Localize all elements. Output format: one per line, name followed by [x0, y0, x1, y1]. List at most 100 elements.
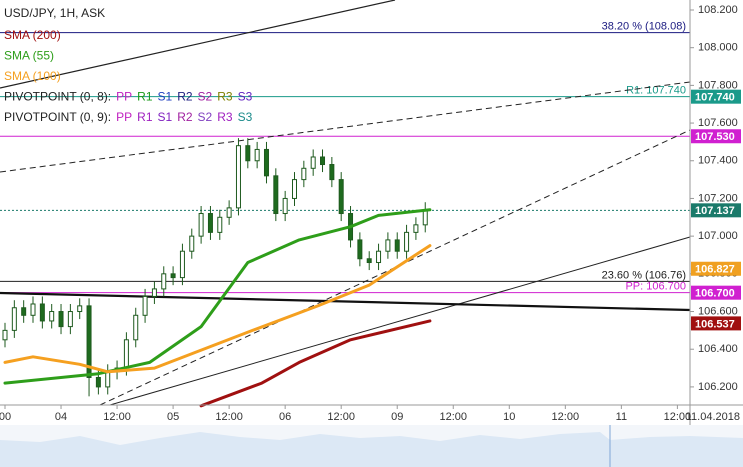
candle-body — [301, 167, 307, 181]
navigator-area — [0, 432, 743, 467]
pivot-legend-item: PP — [116, 110, 132, 124]
candle-body — [235, 145, 241, 209]
candle-body — [254, 148, 260, 162]
candle-body — [366, 258, 372, 264]
x-tick-label: 12:00 — [439, 411, 467, 423]
price-label: 106.700 — [695, 288, 735, 300]
candle-body — [123, 339, 129, 369]
y-tick-label: 106.200 — [698, 381, 738, 393]
pivot-legend: PIVOTPOINT (0, 8): PP R1 S1 R2 S2 R3 S3 — [4, 90, 253, 104]
candle-body — [170, 273, 176, 279]
chart-title: USD/JPY, 1H, ASK — [4, 6, 105, 20]
candle-body — [245, 145, 251, 162]
candle-body — [11, 307, 17, 331]
y-tick-label: 108.000 — [698, 42, 738, 54]
sma-line — [3, 244, 432, 374]
y-tick-label: 106.400 — [698, 343, 738, 355]
candle-body — [404, 231, 410, 252]
trendline — [0, 0, 396, 89]
candle-body — [320, 156, 326, 166]
y-tick-label: 107.000 — [698, 230, 738, 242]
candle-body — [226, 207, 232, 218]
candle-body — [357, 239, 363, 260]
pivot-legend-item: R3 — [217, 110, 233, 124]
pivot-legend-item: S2 — [198, 110, 213, 124]
pivot-legend-item: S1 — [158, 110, 173, 124]
price-label-box — [691, 129, 741, 144]
y-tick-label: 106.600 — [698, 305, 738, 317]
y-tick-label: 107.200 — [698, 192, 738, 204]
trendline — [109, 236, 691, 406]
x-tick-label: 04 — [55, 411, 67, 423]
candle-body — [161, 273, 167, 290]
x-tick-label: 10 — [503, 411, 515, 423]
x-tick-label: 11 — [616, 411, 627, 423]
x-tick-label: 05 — [167, 411, 179, 423]
candle-body — [49, 311, 55, 322]
candle-body — [133, 314, 139, 341]
candle-body — [179, 250, 185, 279]
candle-body — [77, 305, 83, 313]
price-label-box — [691, 261, 741, 276]
candle-body — [105, 371, 111, 388]
x-tick-label: 06 — [279, 411, 291, 423]
legend: USD/JPY, 1H, ASK SMA (200) SMA (55) SMA (1… — [4, 6, 253, 124]
candle-body — [67, 311, 73, 328]
candle-body — [413, 224, 419, 233]
pivot-legend-item: R1 — [137, 90, 153, 104]
candle-body — [86, 305, 92, 378]
price-label: 106.827 — [695, 264, 735, 276]
candle-body — [292, 179, 298, 199]
price-label: 107.740 — [695, 92, 735, 104]
x-tick-label: 12:00 — [103, 411, 131, 423]
x-tick-label: 12:00 — [664, 411, 692, 423]
pivot-legend-item: S3 — [238, 110, 253, 124]
pivot-legend-item: R2 — [177, 90, 193, 104]
candle-body — [263, 148, 269, 177]
pivot-legend-item: S1 — [158, 90, 173, 104]
legend-entry: SMA (55) — [4, 49, 54, 63]
candle-body — [30, 303, 36, 316]
pivot-legend-item: R3 — [217, 90, 233, 104]
y-tick-label: 107.400 — [698, 155, 738, 167]
legend-entry: SMA (200) — [4, 28, 61, 42]
pivot-legend-item: S2 — [198, 90, 213, 104]
pivot-legend-item: S3 — [238, 90, 253, 104]
x-tick-label: 00 — [0, 411, 11, 423]
candle-body — [282, 197, 288, 215]
candle-body — [21, 307, 27, 316]
candle-body — [151, 288, 157, 297]
pivot-legend-item: PP — [116, 90, 132, 104]
x-tick-label: 12:00 — [552, 411, 580, 423]
price-label: 107.137 — [695, 205, 735, 217]
y-tick-label: 107.800 — [698, 79, 738, 91]
candle-body — [394, 239, 400, 252]
candle-body — [189, 235, 195, 252]
price-label: 106.537 — [695, 318, 735, 330]
candle-body — [2, 329, 8, 341]
candle-body — [422, 209, 428, 226]
level-label: R1: 107.740 — [626, 85, 686, 97]
price-label-box — [691, 203, 741, 218]
candle-body — [95, 376, 101, 388]
y-tick-label: 107.600 — [698, 117, 738, 129]
price-label-box — [691, 285, 741, 300]
trendline — [0, 81, 691, 173]
level-label: 38.20 % (108.08) — [602, 21, 686, 33]
price-label: 107.530 — [695, 131, 735, 143]
pivot-legend-label: PIVOTPOINT (0, 9): — [4, 110, 111, 124]
pivot-legend: PIVOTPOINT (0, 9): PP R1 S1 R2 S2 R3 S3 — [4, 110, 253, 124]
price-label-box — [691, 316, 741, 331]
candle-body — [329, 164, 335, 181]
sma-line — [199, 319, 432, 408]
x-tick-label: 12:00 — [215, 411, 243, 423]
trendline — [0, 291, 691, 312]
candle-body — [39, 303, 45, 322]
plot — [2, 138, 432, 408]
candle-body — [376, 250, 382, 264]
axes: 106.200106.400106.600106.800107.000107.2… — [0, 4, 741, 423]
candle-body — [198, 213, 204, 237]
candle-body — [58, 311, 64, 328]
